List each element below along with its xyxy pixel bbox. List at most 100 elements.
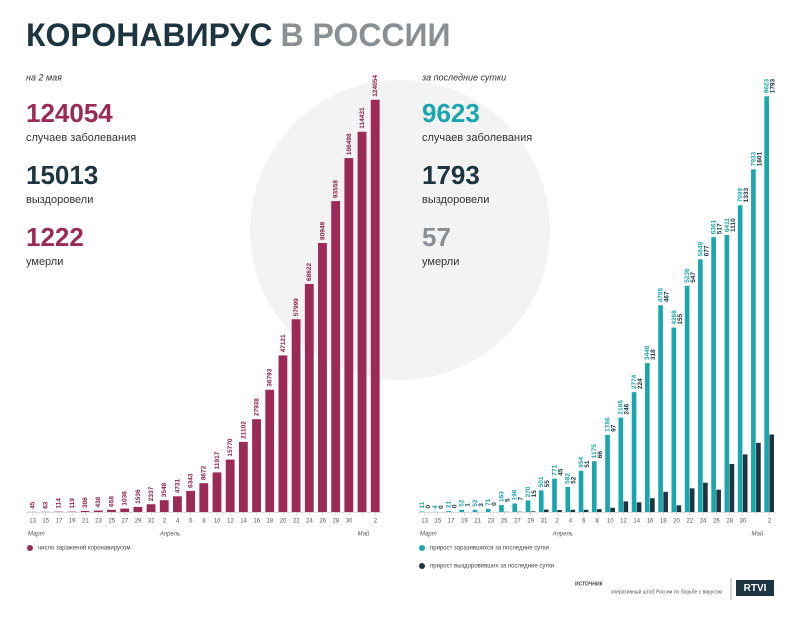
bar (93, 510, 103, 512)
value-label: 57999 (293, 298, 300, 316)
x-tick-label: 14 (633, 519, 640, 525)
bar (173, 496, 182, 512)
bar (159, 500, 169, 512)
x-tick-label: 20 (673, 519, 680, 525)
logo: RTVI (744, 583, 767, 594)
bar (597, 509, 602, 512)
bar (671, 327, 677, 512)
x-tick-label: 15 (42, 519, 49, 525)
value-label: 306 (82, 497, 89, 508)
legend-label: прирост выздоровевших за последние сутки (430, 564, 554, 570)
title-accent: В РОССИИ (281, 17, 451, 53)
value-label: 106498 (346, 133, 353, 155)
value-label: 45 (29, 501, 36, 509)
bar (663, 491, 668, 512)
stat-label: случаев заболевания (26, 132, 136, 144)
x-tick-label: 16 (253, 519, 260, 525)
stat-label: выздоровели (422, 194, 489, 206)
value-label: 0 (438, 505, 445, 509)
value-label: 7933 (750, 151, 757, 166)
bar (530, 511, 536, 512)
x-tick-label: 4 (176, 519, 180, 525)
value-label: 658 (108, 496, 115, 507)
x-tick-label: 28 (726, 519, 733, 525)
value-label: 1601 (756, 151, 763, 166)
value-label: 21102 (240, 421, 247, 439)
title-main: КОРОНАВИРУС (26, 17, 273, 53)
x-tick-label: 19 (461, 519, 468, 525)
value-label: 27938 (253, 398, 260, 416)
x-tick-label: 4 (569, 519, 573, 525)
legend-label: число заражений коронавирусом (38, 545, 130, 552)
value-label: 114 (56, 498, 63, 509)
stats-caption: на 2 мая (26, 72, 62, 82)
bar (446, 511, 451, 512)
value-label: 4785 (658, 287, 665, 302)
bar (570, 509, 576, 512)
x-tick-label: 27 (514, 519, 521, 525)
bar (737, 205, 743, 513)
value-label: 4268 (671, 310, 678, 325)
x-tick-label: 31 (541, 519, 548, 525)
value-label: 155 (677, 313, 684, 324)
value-label: 36793 (267, 368, 274, 386)
bar (512, 503, 518, 512)
x-tick-label: 22 (293, 519, 300, 525)
stats-caption: за последние сутки (421, 72, 506, 82)
value-label: 66 (597, 451, 604, 459)
bar (565, 486, 571, 512)
value-label: 119 (69, 498, 76, 509)
bar (212, 472, 222, 512)
value-label: 0 (451, 504, 458, 508)
source-caption: ИСТОЧНИК (575, 581, 604, 587)
value-label: 15 (531, 490, 538, 498)
title: КОРОНАВИРУС В РОССИИ (26, 17, 451, 53)
x-tick-label: 16 (647, 519, 654, 525)
bar (331, 201, 341, 513)
value-label: 2774 (631, 374, 638, 389)
bar (133, 506, 143, 512)
value-label: 224 (637, 378, 644, 389)
value-label: 1110 (730, 218, 737, 232)
bar (552, 478, 557, 512)
bar (729, 464, 735, 512)
x-tick-label: 25 (501, 519, 508, 525)
value-label: 63 (42, 501, 49, 509)
value-label: 196 (512, 489, 519, 500)
value-label: 5 (504, 498, 511, 502)
bar (238, 441, 248, 512)
value-label: 7 (518, 497, 525, 501)
value-label: 6361 (711, 219, 718, 234)
x-tick-label: 24 (700, 519, 707, 525)
stat-number: 15013 (26, 160, 98, 190)
value-label: 7099 (737, 187, 744, 202)
bar (644, 363, 650, 512)
bar (583, 509, 589, 512)
stat-label: умерли (422, 256, 459, 268)
x-tick-label: 30 (740, 519, 747, 525)
x-tick-label: 8 (202, 519, 206, 525)
x-tick-label: 20 (280, 519, 287, 525)
value-label: 55 (544, 480, 551, 488)
value-label: 68622 (306, 263, 313, 281)
value-label: 2337 (148, 486, 155, 501)
bar (631, 392, 637, 512)
value-label: 4 (432, 505, 439, 509)
value-label: 0 (425, 505, 432, 509)
x-tick-label: 26 (713, 519, 720, 525)
bar (357, 131, 367, 512)
x-tick-label: 15 (435, 519, 442, 525)
bar (225, 459, 235, 512)
source: оперативный штаб России по борьбе с виру… (611, 588, 723, 595)
x-tick-label: 28 (333, 519, 340, 525)
bar (764, 96, 769, 512)
x-tick-label: 12 (620, 519, 627, 525)
bar (711, 237, 716, 512)
stat-number: 1793 (422, 160, 480, 190)
x-tick-label: 12 (227, 519, 234, 525)
value-label: 1036 (122, 491, 129, 506)
bar (291, 319, 301, 512)
x-tick-label: 27 (122, 519, 129, 525)
value-label: 9623 (764, 78, 771, 93)
